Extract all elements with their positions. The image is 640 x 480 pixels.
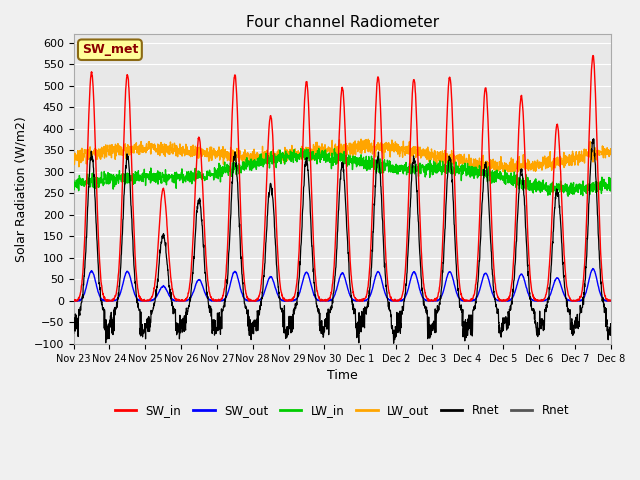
X-axis label: Time: Time — [327, 369, 358, 382]
Text: SW_met: SW_met — [82, 43, 138, 56]
Legend: SW_in, SW_out, LW_in, LW_out, Rnet, Rnet: SW_in, SW_out, LW_in, LW_out, Rnet, Rnet — [110, 399, 574, 422]
Title: Four channel Radiometer: Four channel Radiometer — [246, 15, 439, 30]
Y-axis label: Solar Radiation (W/m2): Solar Radiation (W/m2) — [15, 116, 28, 262]
